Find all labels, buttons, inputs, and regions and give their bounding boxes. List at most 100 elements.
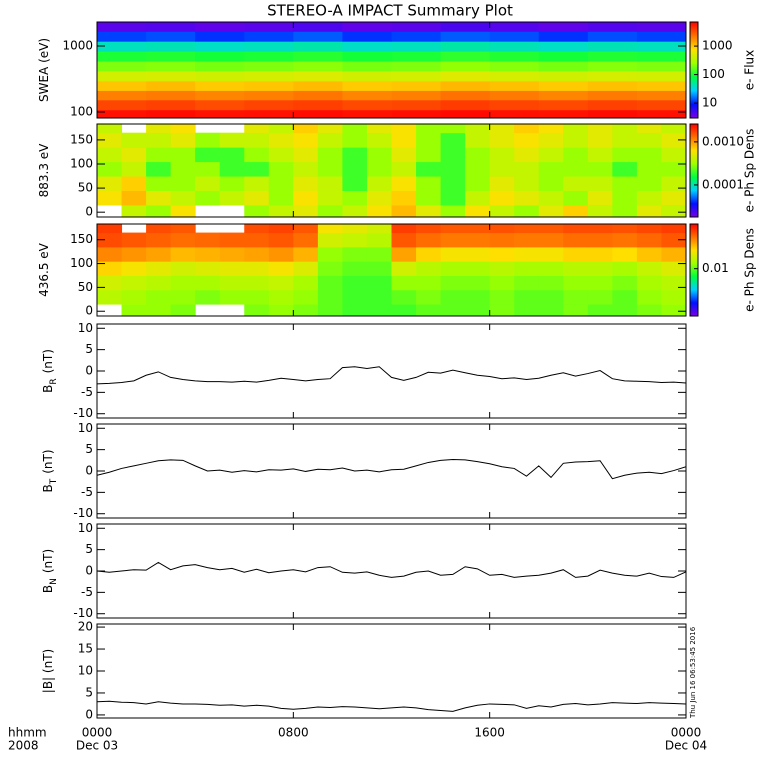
heatmap-cell bbox=[489, 232, 515, 248]
y-axis-label-unit: (nT) bbox=[41, 449, 55, 473]
heatmap-cell bbox=[342, 246, 368, 262]
heatmap-cell bbox=[636, 304, 662, 316]
heatmap-cell bbox=[538, 31, 589, 42]
y-tick-label: 20 bbox=[78, 620, 93, 634]
heatmap-cell bbox=[317, 132, 343, 148]
heatmap-cell bbox=[219, 147, 245, 163]
heatmap-cell bbox=[465, 190, 491, 206]
colorbar-tick-label: 10 bbox=[702, 96, 717, 110]
heatmap-cell bbox=[97, 161, 123, 177]
y-tick-label: -5 bbox=[81, 485, 93, 499]
heatmap-cell bbox=[244, 275, 270, 291]
heatmap-cell bbox=[244, 51, 294, 62]
colorbar-label: e- Ph Sp Dens bbox=[743, 129, 757, 213]
heatmap-cell bbox=[342, 99, 392, 111]
heatmap-cell bbox=[538, 124, 564, 134]
heatmap-cell bbox=[416, 289, 442, 305]
heatmap-cell bbox=[293, 90, 343, 101]
heatmap-cell bbox=[195, 275, 221, 291]
heatmap-cell bbox=[146, 232, 172, 248]
heatmap-cell bbox=[636, 22, 686, 32]
heatmap-cell bbox=[195, 61, 245, 72]
heatmap-cell bbox=[538, 289, 564, 305]
heatmap-cell bbox=[268, 224, 294, 234]
heatmap-cell bbox=[587, 99, 638, 111]
plot-area bbox=[97, 22, 686, 118]
heatmap-cell bbox=[440, 41, 491, 52]
x-date-label: Dec 04 bbox=[665, 739, 707, 753]
heatmap-cell bbox=[170, 232, 196, 248]
heatmap-cell bbox=[563, 147, 589, 163]
heatmap-cell bbox=[465, 176, 491, 191]
heatmap-cell bbox=[293, 232, 319, 248]
heatmap-cell bbox=[440, 31, 491, 42]
heatmap-cell bbox=[293, 124, 319, 134]
heatmap-cell bbox=[636, 246, 662, 262]
x-row-label: hhmm bbox=[8, 726, 47, 740]
heatmap-cell bbox=[317, 190, 343, 206]
heatmap-cell bbox=[170, 204, 196, 217]
heatmap-cell bbox=[293, 261, 319, 276]
panel-frame bbox=[96, 423, 687, 519]
heatmap-cell bbox=[366, 132, 392, 148]
heatmap-cell bbox=[121, 246, 147, 262]
heatmap-cell bbox=[465, 124, 491, 134]
heatmap-cell bbox=[366, 275, 392, 291]
heatmap-cell bbox=[146, 80, 196, 91]
heatmap-cell bbox=[97, 90, 147, 101]
heatmap-cell bbox=[636, 232, 662, 248]
colorbar-tick-label: 0.0001 bbox=[702, 177, 744, 191]
heatmap-cell bbox=[146, 224, 172, 234]
heatmap-cell bbox=[97, 289, 123, 305]
heatmap-cell bbox=[170, 176, 196, 191]
y-tick-label: -10 bbox=[73, 606, 93, 620]
heatmap-cell bbox=[317, 246, 343, 262]
y-tick-label: 15 bbox=[78, 642, 93, 656]
heatmap-cell bbox=[342, 80, 392, 91]
y-tick-label: 100 bbox=[70, 104, 93, 118]
heatmap-cell bbox=[440, 261, 466, 276]
heatmap-cell bbox=[636, 99, 686, 111]
heatmap-cell bbox=[366, 224, 392, 234]
y-axis-label: BT (nT) bbox=[41, 449, 59, 492]
heatmap-cell bbox=[636, 176, 662, 191]
heatmap-cell bbox=[587, 161, 613, 177]
heatmap-cell bbox=[563, 289, 589, 305]
heatmap-cell bbox=[293, 109, 343, 118]
heatmap-cell bbox=[636, 70, 686, 82]
heatmap-cell bbox=[489, 124, 515, 134]
heatmap-cell bbox=[342, 204, 368, 217]
heatmap-cell bbox=[97, 224, 123, 234]
heatmap-cell bbox=[244, 261, 270, 276]
heatmap-cell bbox=[219, 275, 245, 291]
chart-title: STEREO-A IMPACT Summary Plot bbox=[267, 2, 513, 20]
heatmap-cell bbox=[514, 232, 540, 248]
y-axis-label-main: B bbox=[41, 585, 55, 593]
heatmap-cell bbox=[195, 132, 221, 148]
y-tick-label: 0 bbox=[85, 364, 93, 378]
heatmap-cell bbox=[244, 70, 294, 82]
heatmap-cell bbox=[391, 147, 417, 163]
heatmap-cell bbox=[636, 275, 662, 291]
heatmap-cell bbox=[587, 261, 613, 276]
heatmap-cell bbox=[268, 232, 294, 248]
heatmap-cell bbox=[391, 176, 417, 191]
y-tick-label: 150 bbox=[70, 132, 93, 146]
heatmap-cell bbox=[489, 190, 515, 206]
heatmap-cell bbox=[244, 161, 270, 177]
heatmap-cell bbox=[391, 41, 442, 52]
heatmap-cell bbox=[121, 261, 147, 276]
heatmap-cell bbox=[563, 224, 589, 234]
plot-area bbox=[97, 458, 686, 480]
x-tick-label: 0000 bbox=[82, 726, 113, 740]
heatmap-cell bbox=[661, 246, 686, 262]
heatmap-cell bbox=[146, 22, 196, 32]
heatmap-cell bbox=[293, 190, 319, 206]
heatmap-cell bbox=[440, 246, 466, 262]
heatmap-cell bbox=[391, 289, 417, 305]
heatmap-cell bbox=[587, 224, 613, 234]
heatmap-cell bbox=[342, 190, 368, 206]
heatmap-cell bbox=[587, 51, 638, 62]
heatmap-cell bbox=[489, 161, 515, 177]
heatmap-cell bbox=[146, 109, 196, 118]
